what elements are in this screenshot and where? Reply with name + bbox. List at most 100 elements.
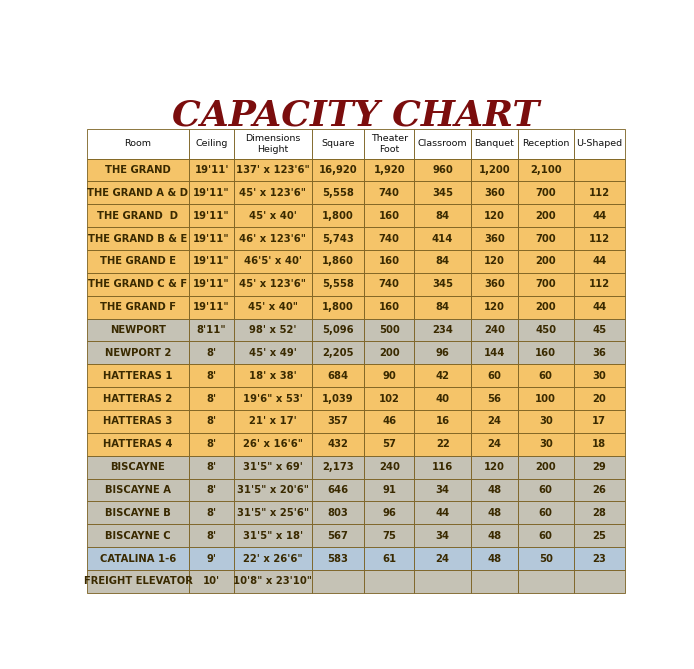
Bar <box>87 250 189 273</box>
Text: 20: 20 <box>592 393 606 403</box>
Text: 1,920: 1,920 <box>373 165 405 175</box>
Text: 234: 234 <box>432 325 453 335</box>
Text: CAPACITY CHART: CAPACITY CHART <box>172 98 539 132</box>
Text: 357: 357 <box>328 416 348 426</box>
Text: 31'5" x 18': 31'5" x 18' <box>243 531 303 541</box>
Bar <box>471 227 518 250</box>
Text: 26: 26 <box>592 485 606 495</box>
Bar <box>189 250 234 273</box>
Text: 8': 8' <box>207 462 217 472</box>
Bar <box>234 365 312 387</box>
Text: 120: 120 <box>484 302 505 312</box>
Text: 30: 30 <box>539 440 552 450</box>
Bar <box>234 547 312 570</box>
Bar <box>471 456 518 478</box>
Bar <box>87 341 189 365</box>
Bar <box>87 227 189 250</box>
Bar <box>364 159 414 181</box>
Text: NEWPORT: NEWPORT <box>110 325 166 335</box>
Text: 48: 48 <box>487 485 502 495</box>
Text: 16,920: 16,920 <box>319 165 357 175</box>
Bar <box>574 227 625 250</box>
Bar <box>518 250 574 273</box>
Text: 34: 34 <box>436 531 450 541</box>
Bar <box>87 159 189 181</box>
Bar <box>574 296 625 318</box>
Bar <box>234 250 312 273</box>
Text: 200: 200 <box>535 462 556 472</box>
Text: THE GRAND A & D: THE GRAND A & D <box>87 188 189 198</box>
Bar <box>414 524 471 547</box>
Text: 450: 450 <box>535 325 556 335</box>
Bar <box>234 273 312 296</box>
Text: NEWPORT 2: NEWPORT 2 <box>105 348 171 358</box>
Bar <box>87 410 189 433</box>
Bar <box>518 227 574 250</box>
Text: 8': 8' <box>207 508 217 518</box>
Bar <box>364 547 414 570</box>
Bar <box>234 387 312 410</box>
Text: Ceiling: Ceiling <box>196 139 228 149</box>
Bar <box>414 433 471 456</box>
Text: FREIGHT ELEVATOR: FREIGHT ELEVATOR <box>83 577 192 587</box>
Bar <box>414 501 471 524</box>
Text: 19'11": 19'11" <box>193 188 230 198</box>
Bar <box>189 227 234 250</box>
Text: 18' x 38': 18' x 38' <box>249 371 296 381</box>
Bar <box>87 570 189 593</box>
Text: THE GRAND C & F: THE GRAND C & F <box>88 279 187 289</box>
Bar <box>364 570 414 593</box>
Bar <box>364 433 414 456</box>
Bar <box>189 410 234 433</box>
Bar <box>518 365 574 387</box>
Text: 684: 684 <box>328 371 348 381</box>
Text: 45' x 40": 45' x 40" <box>248 302 298 312</box>
Text: 740: 740 <box>379 188 400 198</box>
Text: 75: 75 <box>382 531 396 541</box>
Bar <box>364 387 414 410</box>
Bar <box>312 365 364 387</box>
Bar <box>518 501 574 524</box>
Bar <box>518 547 574 570</box>
Bar <box>189 296 234 318</box>
Text: 19'6" x 53': 19'6" x 53' <box>243 393 303 403</box>
Bar <box>518 410 574 433</box>
Text: 24: 24 <box>487 416 502 426</box>
Bar <box>414 273 471 296</box>
Text: Square: Square <box>321 139 355 149</box>
Bar <box>364 227 414 250</box>
Bar <box>189 159 234 181</box>
Bar <box>189 273 234 296</box>
Text: 8': 8' <box>207 485 217 495</box>
Text: 144: 144 <box>484 348 505 358</box>
Text: 112: 112 <box>589 188 610 198</box>
Text: 432: 432 <box>328 440 348 450</box>
Text: 48: 48 <box>487 508 502 518</box>
Text: 30: 30 <box>539 416 552 426</box>
Text: 23: 23 <box>592 553 606 563</box>
Bar <box>312 227 364 250</box>
Bar <box>87 318 189 341</box>
Text: 345: 345 <box>432 188 453 198</box>
Text: 60: 60 <box>539 531 552 541</box>
Text: 22' x 26'6": 22' x 26'6" <box>243 553 303 563</box>
Bar <box>471 547 518 570</box>
Bar <box>364 204 414 227</box>
Text: THE GRAND E: THE GRAND E <box>100 256 176 266</box>
Bar <box>414 570 471 593</box>
Bar <box>87 387 189 410</box>
Bar <box>234 570 312 593</box>
Bar <box>312 501 364 524</box>
Text: 1,800: 1,800 <box>322 302 354 312</box>
Bar <box>574 524 625 547</box>
Bar <box>364 456 414 478</box>
Bar <box>471 341 518 365</box>
Bar <box>234 501 312 524</box>
Text: 46'5' x 40': 46'5' x 40' <box>244 256 302 266</box>
Text: 2,205: 2,205 <box>322 348 354 358</box>
Bar <box>414 250 471 273</box>
Bar <box>471 129 518 159</box>
Bar <box>518 387 574 410</box>
Text: 57: 57 <box>382 440 396 450</box>
Text: 60: 60 <box>539 508 552 518</box>
